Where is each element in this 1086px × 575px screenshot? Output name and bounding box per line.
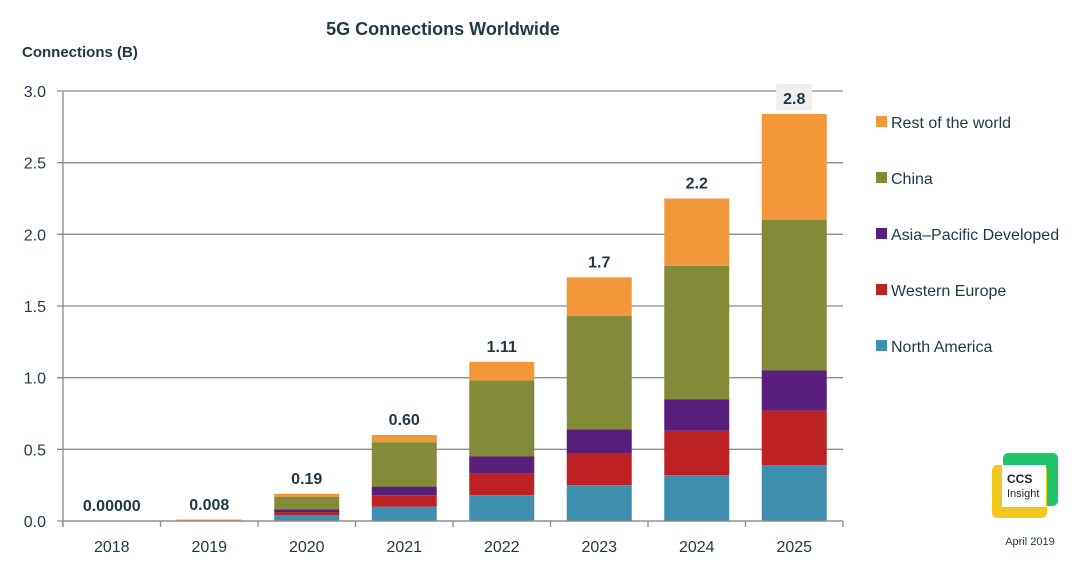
bar-segment-china: [469, 380, 535, 457]
x-tick-label: 2022: [484, 539, 520, 556]
legend-label: Western Europe: [891, 283, 1006, 300]
x-tick-label: 2020: [289, 539, 325, 556]
bar-segment-western-europe: [664, 430, 730, 476]
bar-segment-north-america: [371, 506, 437, 521]
bar-segment-asia-pacific-developed: [664, 399, 730, 431]
legend-swatch: [876, 228, 887, 239]
bar-segment-western-europe: [371, 495, 437, 507]
legend-label: China: [891, 171, 933, 188]
bar-segment-north-america: [664, 475, 730, 521]
legend-swatch: [876, 284, 887, 295]
bar-segment-asia-pacific-developed: [371, 486, 437, 496]
bar-segment-western-europe: [274, 512, 340, 516]
x-tick-labels: 2018 2019 2020 2021 2022 2023 2024 2025: [94, 539, 812, 556]
y-tick-label: 1.5: [24, 299, 46, 316]
x-tick-label: 2023: [581, 539, 617, 556]
y-tick-label: 2.5: [24, 156, 46, 173]
total-label: 1.11: [487, 339, 517, 356]
total-label: 0.19: [291, 471, 322, 488]
total-label: 2.8: [783, 91, 805, 108]
total-label: 0.60: [389, 412, 420, 429]
bar-segment-rest-of-the-world: [274, 493, 340, 497]
total-label: 0.00000: [83, 498, 141, 515]
y-tick-label: 2.0: [24, 227, 46, 244]
legend-label: Rest of the world: [891, 115, 1011, 132]
bar-segment-china: [371, 442, 437, 487]
bar-segment-north-america: [566, 485, 632, 521]
bar-segment-asia-pacific-developed: [469, 456, 535, 474]
bar-segment-north-america: [761, 465, 827, 521]
total-label: 1.7: [588, 254, 610, 271]
total-label-background: [776, 83, 813, 110]
y-tick-label: 0.0: [24, 514, 46, 531]
bar-segment-western-europe: [469, 473, 535, 496]
bar-segment-asia-pacific-developed: [274, 509, 340, 513]
x-tick-label: 2021: [386, 539, 422, 556]
x-tick-label: 2025: [776, 539, 812, 556]
legend-label: North America: [891, 339, 992, 356]
x-tick-label: 2019: [191, 539, 227, 556]
y-tick-label: 3.0: [24, 84, 46, 101]
total-label: 2.2: [686, 176, 708, 193]
total-labels: 0.00000 0.008 0.19 0.60 1.11 1.7 2.2 2.8: [83, 83, 813, 515]
total-label: 0.008: [189, 497, 229, 514]
legend-swatch: [876, 116, 887, 127]
bars: [176, 113, 827, 521]
x-tick-label: 2024: [679, 539, 715, 556]
logo-text-insight: Insight: [1007, 488, 1039, 500]
bar-segment-rest-of-the-world: [469, 361, 535, 381]
bar-segment-china: [274, 496, 340, 510]
x-tick-label: 2018: [94, 539, 130, 556]
bar-segment-china: [664, 265, 730, 400]
legend-swatch: [876, 340, 887, 351]
axes: [62, 91, 844, 527]
bar-segment-north-america: [469, 495, 535, 521]
bar-segment-rest-of-the-world: [176, 519, 242, 521]
bar-segment-western-europe: [761, 410, 827, 466]
y-tick-label: 0.5: [24, 442, 46, 459]
gridlines: [57, 90, 843, 522]
publish-date: April 2019: [1005, 536, 1055, 548]
bar-segment-asia-pacific-developed: [761, 370, 827, 411]
y-tick-label: 1.0: [24, 371, 46, 388]
bar-segment-rest-of-the-world: [664, 198, 730, 266]
bar-segment-rest-of-the-world: [761, 113, 827, 220]
logo-text-ccs: CCS: [1007, 472, 1032, 486]
chart-title: 5G Connections Worldwide: [326, 19, 560, 39]
bar-segment-western-europe: [566, 453, 632, 486]
bar-segment-china: [761, 220, 827, 371]
y-tick-labels: 0.0 0.5 1.0 1.5 2.0 2.5 3.0: [24, 84, 46, 531]
logo-white-square: [1002, 465, 1046, 507]
bar-segment-rest-of-the-world: [371, 435, 437, 443]
y-axis-label: Connections (B): [22, 44, 138, 61]
legend: Rest of the world China Asia–Pacific Devel…: [876, 115, 1059, 356]
bar-segment-china: [566, 316, 632, 430]
legend-swatch: [876, 172, 887, 183]
ccs-insight-logo: CCS Insight: [992, 453, 1058, 518]
legend-label: Asia–Pacific Developed: [891, 227, 1059, 244]
bar-segment-rest-of-the-world: [566, 277, 632, 317]
bar-segment-north-america: [274, 515, 340, 521]
bar-segment-asia-pacific-developed: [566, 429, 632, 454]
